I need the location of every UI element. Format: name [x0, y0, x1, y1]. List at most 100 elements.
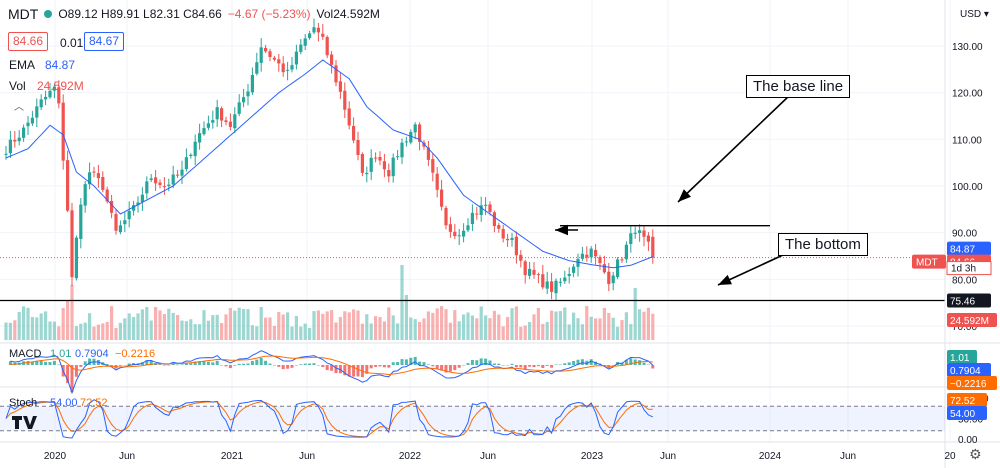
candle-body: [26, 122, 30, 127]
volume-bar: [30, 317, 34, 340]
volume-bar: [167, 308, 171, 340]
volume-bar: [585, 306, 589, 340]
volume-bar: [396, 323, 400, 340]
candle-body: [334, 65, 338, 83]
volume-bar: [127, 313, 131, 340]
macd-signal-value: −0.2216: [115, 348, 156, 360]
macd-hist-bar: [422, 362, 426, 365]
macd-hist-bar: [57, 364, 61, 366]
volume-bar: [105, 322, 109, 340]
volume-bar: [360, 323, 364, 340]
macd-hist-bar: [184, 362, 188, 365]
macd-hist-bar: [426, 364, 430, 365]
volume-bar: [624, 312, 628, 340]
candle-body: [413, 124, 417, 133]
macd-hist-bar: [220, 365, 224, 366]
candle-body: [382, 161, 386, 170]
candle-body: [651, 236, 655, 258]
candle-body: [624, 244, 628, 260]
time-axis-tick: 20: [944, 451, 956, 462]
volume-bar: [387, 307, 391, 340]
volume-bar: [57, 326, 61, 340]
macd-hist-bar: [369, 365, 373, 369]
volume-bar: [457, 321, 461, 340]
macd-hist-bar: [303, 363, 307, 365]
volume-bar: [479, 306, 483, 340]
macd-hist-bar: [347, 365, 351, 377]
volume-bar: [176, 315, 180, 340]
candle-body: [167, 184, 171, 187]
volume-bar: [470, 315, 474, 340]
macd-hist-bar: [611, 365, 615, 366]
base-line-callout: The base line: [746, 75, 851, 98]
candle-body: [158, 182, 162, 185]
macd-hist-bar: [268, 363, 272, 365]
volume-bar: [17, 312, 21, 340]
candle-body: [492, 212, 496, 227]
candle-body: [396, 156, 400, 158]
macd-hist-bar: [382, 365, 386, 368]
candle-body: [585, 254, 589, 258]
ema-axis-label-box: [947, 241, 991, 256]
volume-bar: [215, 314, 219, 340]
candle-body: [514, 236, 518, 256]
volume-bar: [250, 325, 254, 340]
currency-selector[interactable]: USD ▾: [960, 9, 989, 20]
volume-bar: [347, 312, 351, 340]
volume-bar: [272, 325, 276, 340]
candle-body: [330, 54, 334, 65]
macd-hist-bar: [545, 365, 549, 366]
collapse-chevron-icon[interactable]: ︿: [14, 102, 24, 113]
candle-body: [550, 281, 554, 292]
volume-bar: [110, 306, 114, 340]
base-line-arrow-head: [678, 189, 691, 202]
macd-hist-bar: [30, 361, 34, 365]
volume-bar: [79, 323, 83, 340]
volume-bar: [541, 324, 545, 340]
macd-axis-label-box: [947, 363, 991, 377]
volume-bar: [400, 265, 404, 340]
candle-body: [594, 249, 598, 257]
volume-bar: [598, 318, 602, 340]
macd-hist-bar: [145, 360, 149, 365]
candle-body: [299, 44, 303, 52]
macd-hist-bar: [158, 364, 162, 365]
volume-bar: [519, 326, 523, 340]
volume-bar: [611, 317, 615, 340]
volume-bar: [264, 317, 268, 340]
ask-price[interactable]: 84.67: [84, 32, 125, 51]
candle-body: [83, 184, 87, 206]
candle-body: [110, 201, 114, 213]
settings-gear-icon[interactable]: ⚙: [969, 446, 982, 462]
bottom-callout: The bottom: [778, 233, 868, 256]
macd-hist-bar: [528, 365, 532, 367]
volume-bar: [193, 324, 197, 340]
candle-body: [316, 27, 320, 33]
volume-bar: [523, 325, 527, 340]
volume-bar: [4, 322, 8, 340]
candle-body: [57, 87, 61, 104]
candle-body: [268, 51, 272, 58]
volume-bar: [52, 321, 56, 340]
volume-bar: [70, 285, 74, 340]
macd-hist-bar: [308, 363, 312, 365]
macd-label: MACD: [9, 348, 42, 360]
candle-body: [479, 205, 483, 215]
macd-hist-bar: [264, 360, 268, 365]
candle-body: [378, 156, 382, 161]
macd-hist-bar: [431, 365, 435, 367]
market-status-icon: [44, 10, 53, 18]
volume-bar: [382, 321, 386, 340]
volume-bar: [369, 323, 373, 340]
macd-hist-bar: [211, 362, 215, 365]
macd-hist-bar: [39, 360, 43, 365]
volume-bar: [118, 322, 122, 340]
volume-bar: [237, 307, 241, 340]
candle-body: [558, 281, 562, 283]
bid-price[interactable]: 84.66: [8, 32, 49, 51]
candle-body: [17, 137, 21, 142]
stoch-axis-tick: 0.00: [958, 435, 978, 446]
macd-hist-bar: [149, 360, 153, 365]
volume-bar: [92, 326, 96, 340]
